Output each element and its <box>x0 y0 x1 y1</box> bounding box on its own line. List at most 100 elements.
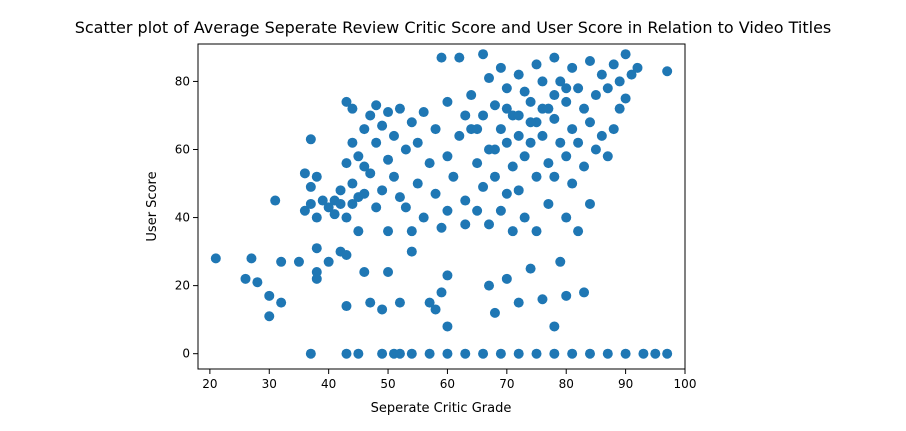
data-point <box>305 181 316 192</box>
data-point <box>501 188 512 199</box>
data-point <box>442 151 453 162</box>
data-point <box>478 181 489 192</box>
data-point <box>478 348 489 359</box>
data-point <box>264 290 275 301</box>
data-points <box>210 49 673 359</box>
data-point <box>620 49 631 60</box>
data-point <box>442 321 453 332</box>
data-point <box>573 226 584 237</box>
data-point <box>614 103 625 114</box>
data-point <box>525 137 536 148</box>
data-point <box>602 83 613 94</box>
data-point <box>484 280 495 291</box>
data-point <box>323 202 334 213</box>
data-point <box>561 212 572 223</box>
data-point <box>460 219 471 230</box>
data-point <box>478 49 489 60</box>
data-point <box>513 297 524 308</box>
data-point <box>620 348 631 359</box>
x-tick-label: 40 <box>321 377 336 391</box>
data-point <box>549 348 560 359</box>
data-point <box>472 205 483 216</box>
data-point <box>579 161 590 172</box>
data-point <box>537 294 548 305</box>
data-point <box>341 301 352 312</box>
data-point <box>394 297 405 308</box>
x-axis-label: Seperate Critic Grade <box>371 401 512 416</box>
data-point <box>531 348 542 359</box>
data-point <box>489 144 500 155</box>
data-point <box>549 52 560 63</box>
data-point <box>424 297 435 308</box>
data-point <box>555 76 566 87</box>
chart-title: Scatter plot of Average Seperate Review … <box>75 18 832 37</box>
data-point <box>561 290 572 301</box>
data-point <box>561 151 572 162</box>
data-point <box>311 212 322 223</box>
data-point <box>430 124 441 135</box>
data-point <box>573 137 584 148</box>
data-point <box>549 321 560 332</box>
data-point <box>608 59 619 70</box>
data-point <box>472 158 483 169</box>
data-point <box>317 195 328 206</box>
data-point <box>454 52 465 63</box>
data-point <box>371 137 382 148</box>
data-point <box>335 185 346 196</box>
data-point <box>341 96 352 107</box>
data-point <box>341 158 352 169</box>
data-point <box>293 256 304 267</box>
data-point <box>596 69 607 80</box>
y-tick-label: 60 <box>175 142 190 156</box>
data-point <box>543 198 554 209</box>
data-point <box>347 178 358 189</box>
data-point <box>501 83 512 94</box>
data-point <box>507 161 518 172</box>
data-point <box>448 171 459 182</box>
data-point <box>513 110 524 121</box>
data-point <box>519 151 530 162</box>
y-axis-label: User Score <box>145 171 160 241</box>
data-point <box>406 246 417 257</box>
data-point <box>424 348 435 359</box>
data-point <box>442 205 453 216</box>
data-point <box>371 100 382 111</box>
y-tick-label: 20 <box>175 279 190 293</box>
data-point <box>489 171 500 182</box>
data-point <box>270 195 281 206</box>
data-point <box>567 348 578 359</box>
data-point <box>353 151 364 162</box>
data-point <box>436 52 447 63</box>
data-point <box>377 304 388 315</box>
data-point <box>323 256 334 267</box>
x-tick-label: 50 <box>380 377 395 391</box>
x-axis: 20 30 40 50 60 70 80 90 100 <box>202 369 696 391</box>
data-point <box>305 134 316 145</box>
data-point <box>335 198 346 209</box>
data-point <box>436 222 447 233</box>
data-point <box>537 130 548 141</box>
data-point <box>531 226 542 237</box>
data-point <box>626 69 637 80</box>
data-point <box>495 124 506 135</box>
data-point <box>359 124 370 135</box>
x-tick-label: 90 <box>618 377 633 391</box>
data-point <box>430 188 441 199</box>
data-point <box>341 348 352 359</box>
data-point <box>579 103 590 114</box>
data-point <box>394 192 405 203</box>
data-point <box>555 256 566 267</box>
data-point <box>406 226 417 237</box>
data-point <box>359 161 370 172</box>
data-point <box>590 90 601 101</box>
data-point <box>210 253 221 264</box>
data-point <box>436 287 447 298</box>
data-point <box>246 253 257 264</box>
data-point <box>662 66 673 77</box>
data-point <box>341 212 352 223</box>
data-point <box>454 130 465 141</box>
data-point <box>394 103 405 114</box>
data-point <box>501 103 512 114</box>
data-point <box>311 171 322 182</box>
data-point <box>567 178 578 189</box>
